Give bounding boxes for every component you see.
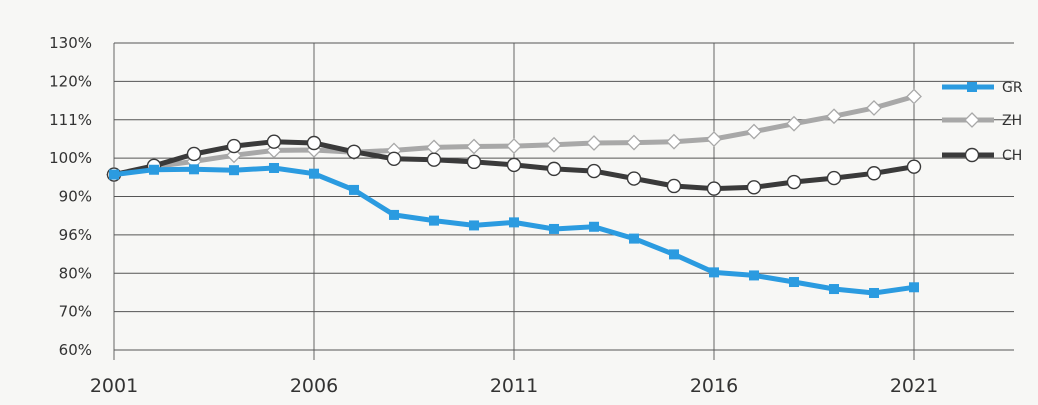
y-tick-label: 90% bbox=[59, 188, 92, 206]
data-point-ch bbox=[226, 138, 242, 154]
data-point-zh bbox=[866, 99, 882, 116]
data-point-ch bbox=[266, 134, 282, 149]
data-point-ch bbox=[506, 157, 522, 173]
data-point-ch bbox=[706, 181, 722, 196]
data-point-ch bbox=[466, 154, 482, 170]
y-tick-label: 130% bbox=[49, 34, 92, 52]
legend: GR ZH CH bbox=[942, 80, 1023, 164]
data-point-zh bbox=[586, 135, 602, 151]
y-tick-label: 60% bbox=[59, 341, 92, 359]
data-point-gr bbox=[509, 217, 519, 228]
data-point-ch bbox=[666, 178, 682, 194]
data-point-ch bbox=[906, 159, 922, 174]
data-point-zh bbox=[466, 138, 482, 155]
legend-label: GR bbox=[1002, 80, 1023, 96]
legend-marker bbox=[964, 147, 980, 163]
data-point-gr bbox=[549, 223, 559, 234]
data-point-gr bbox=[749, 270, 759, 281]
data-point-ch bbox=[306, 135, 322, 151]
data-point-zh bbox=[626, 134, 642, 151]
data-point-zh bbox=[506, 138, 522, 154]
gridlines bbox=[113, 42, 1014, 360]
data-point-ch bbox=[546, 161, 562, 177]
data-point-gr bbox=[629, 233, 639, 244]
legend-item-zh: ZH bbox=[942, 112, 1022, 129]
legend-label: ZH bbox=[1002, 113, 1022, 129]
data-point-gr bbox=[349, 184, 359, 195]
data-point-gr bbox=[829, 284, 839, 295]
series-ch bbox=[106, 134, 922, 196]
y-tick-label: 80% bbox=[59, 264, 92, 282]
data-point-gr bbox=[389, 209, 399, 220]
y-axis-ticks: 130% 120% 111% 100% 90% 96% 80% 70% 60% bbox=[49, 34, 92, 359]
data-point-ch bbox=[426, 152, 442, 167]
data-point-gr bbox=[189, 164, 199, 175]
x-tick-label: 2021 bbox=[890, 375, 938, 397]
data-point-ch bbox=[186, 146, 202, 162]
data-point-gr bbox=[709, 267, 719, 278]
data-point-ch bbox=[786, 174, 802, 190]
data-point-gr bbox=[869, 287, 879, 298]
data-point-gr bbox=[789, 277, 799, 288]
data-point-ch bbox=[626, 171, 642, 186]
y-tick-label: 96% bbox=[59, 226, 92, 244]
data-point-ch bbox=[866, 166, 882, 181]
data-point-zh bbox=[666, 133, 682, 150]
data-point-gr bbox=[229, 165, 239, 176]
data-point-ch bbox=[346, 144, 362, 159]
data-point-zh bbox=[546, 136, 562, 153]
x-tick-label: 2016 bbox=[690, 375, 738, 397]
y-tick-label: 100% bbox=[49, 149, 92, 167]
data-point-zh bbox=[906, 88, 922, 105]
x-tick-label: 2011 bbox=[490, 375, 538, 397]
data-point-gr bbox=[269, 162, 279, 173]
series-gr bbox=[109, 162, 919, 298]
data-point-zh bbox=[706, 131, 722, 147]
data-point-ch bbox=[826, 170, 842, 186]
y-tick-label: 120% bbox=[49, 72, 92, 90]
data-point-gr bbox=[589, 221, 599, 232]
x-tick-label: 2006 bbox=[290, 375, 338, 397]
x-tick-label: 2001 bbox=[90, 375, 138, 397]
data-point-zh bbox=[746, 123, 762, 140]
data-point-ch bbox=[586, 163, 602, 179]
data-point-zh bbox=[426, 139, 442, 156]
x-axis-ticks: 2001 2006 2011 2016 2021 bbox=[90, 375, 938, 397]
legend-marker bbox=[967, 82, 977, 92]
data-point-zh bbox=[786, 115, 802, 132]
data-point-zh bbox=[826, 108, 842, 125]
data-point-ch bbox=[386, 151, 402, 166]
legend-item-gr: GR bbox=[942, 80, 1023, 96]
data-point-gr bbox=[109, 169, 119, 180]
y-tick-label: 111% bbox=[49, 111, 92, 129]
series-layer bbox=[106, 88, 922, 298]
legend-item-ch: CH bbox=[942, 147, 1022, 164]
data-point-gr bbox=[429, 215, 439, 226]
y-tick-label: 70% bbox=[59, 303, 92, 321]
data-point-gr bbox=[309, 168, 319, 179]
data-point-gr bbox=[909, 282, 919, 293]
data-point-gr bbox=[469, 220, 479, 231]
legend-label: CH bbox=[1002, 148, 1022, 164]
legend-marker bbox=[964, 112, 980, 128]
data-point-gr bbox=[669, 249, 679, 260]
data-point-ch bbox=[746, 180, 762, 195]
data-point-gr bbox=[149, 164, 159, 175]
